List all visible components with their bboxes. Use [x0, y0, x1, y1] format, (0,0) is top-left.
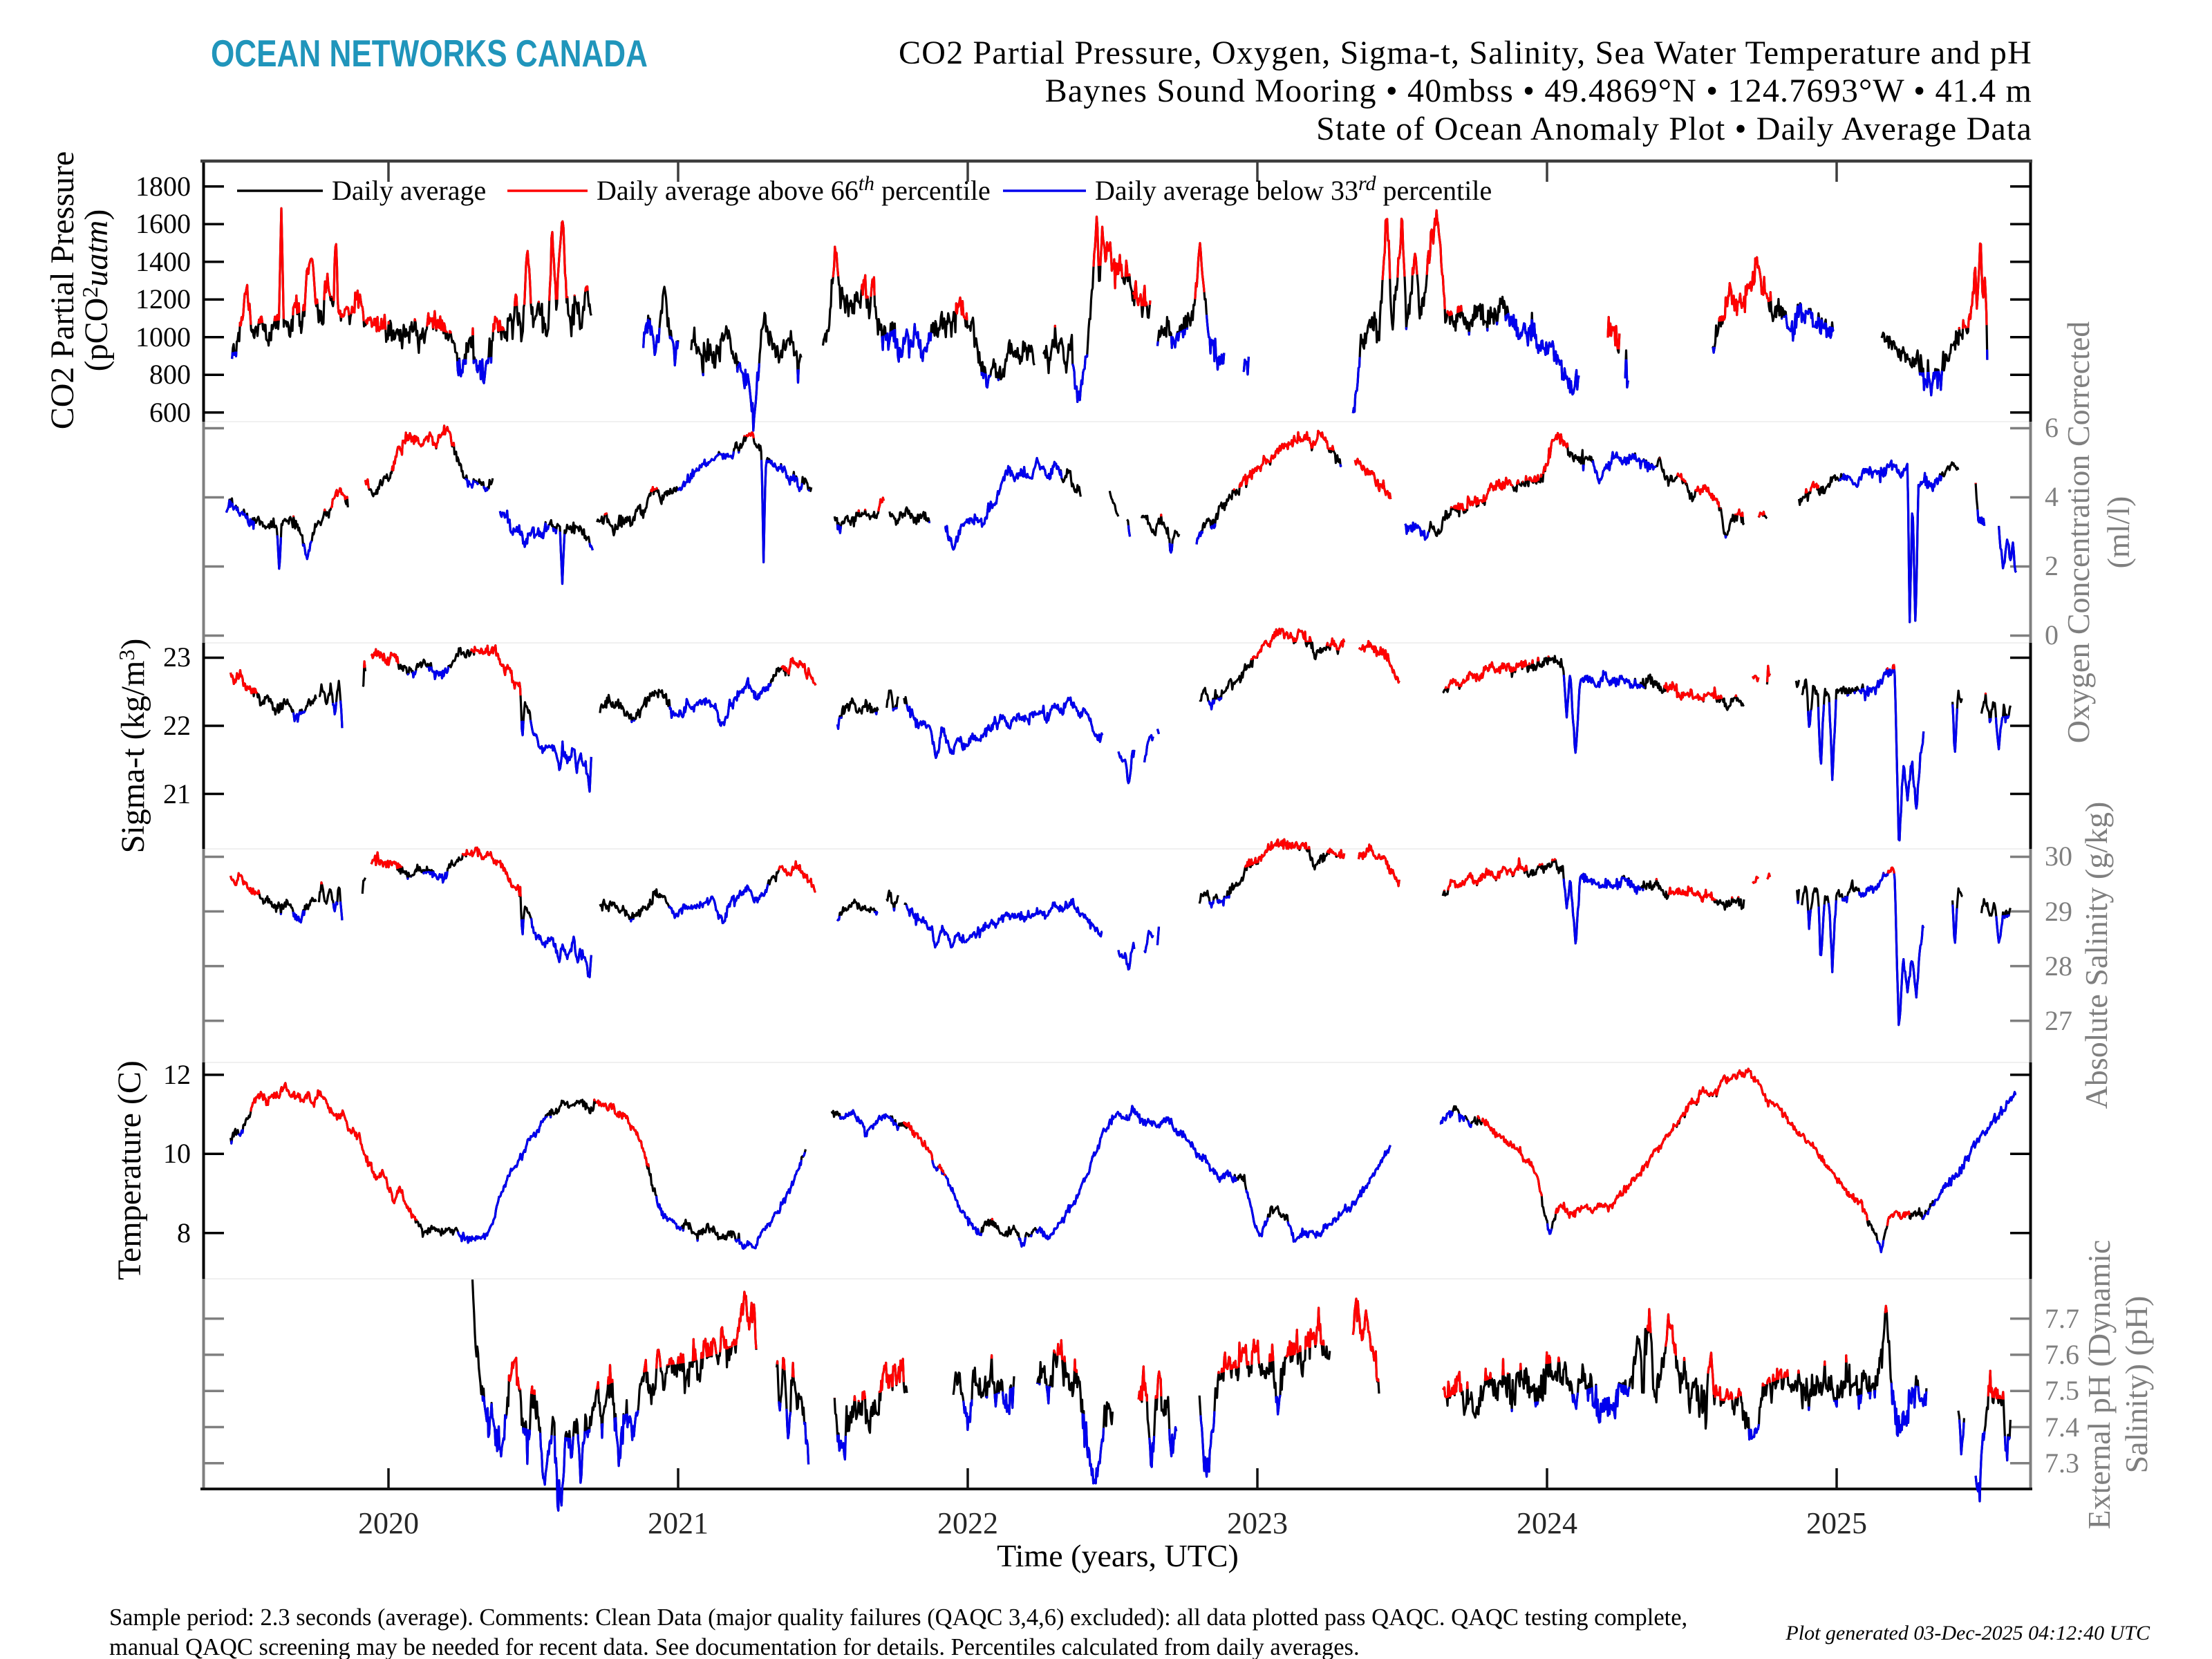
svg-text:21: 21 [163, 778, 191, 809]
svg-text:7.7: 7.7 [2045, 1303, 2079, 1334]
svg-text:7.4: 7.4 [2045, 1412, 2079, 1443]
svg-text:manual QAQC screening may be n: manual QAQC screening may be needed for … [109, 1634, 1360, 1659]
svg-text:External pH (Dynamic: External pH (Dynamic [2081, 1240, 2117, 1530]
svg-text:2023: 2023 [1227, 1506, 1288, 1540]
svg-text:27: 27 [2045, 1005, 2072, 1036]
svg-text:CO2 Partial Pressure, Oxygen,: CO2 Partial Pressure, Oxygen, Sigma-t, S… [899, 35, 2032, 71]
svg-text:7.3: 7.3 [2045, 1447, 2079, 1479]
svg-text:10: 10 [163, 1138, 191, 1169]
svg-text:2: 2 [2045, 550, 2059, 581]
svg-text:Baynes Sound Mooring • 40mbss: Baynes Sound Mooring • 40mbss • 49.4869°… [1045, 73, 2032, 109]
svg-text:Sample period: 2.3 seconds (av: Sample period: 2.3 seconds (average). Co… [109, 1604, 1687, 1631]
svg-text:CO2 Partial Pressure: CO2 Partial Pressure [44, 151, 81, 430]
svg-text:2022: 2022 [937, 1506, 998, 1540]
svg-text:State of Ocean Anomaly Plot •: State of Ocean Anomaly Plot • Daily Aver… [1316, 111, 2032, 147]
svg-text:23: 23 [163, 641, 191, 673]
svg-text:1200: 1200 [135, 283, 191, 315]
svg-text:600: 600 [149, 397, 191, 428]
svg-text:Daily average: Daily average [332, 175, 486, 206]
svg-text:1400: 1400 [135, 246, 191, 277]
svg-text:0: 0 [2045, 619, 2059, 650]
svg-text:2024: 2024 [1517, 1506, 1577, 1540]
svg-text:29: 29 [2045, 896, 2072, 927]
svg-text:7.6: 7.6 [2045, 1339, 2079, 1370]
svg-text:(pCO2uatm): (pCO2uatm) [77, 209, 115, 372]
svg-text:8: 8 [177, 1217, 191, 1248]
svg-text:30: 30 [2045, 841, 2072, 872]
svg-text:6: 6 [2045, 412, 2059, 443]
svg-text:2021: 2021 [648, 1506, 709, 1540]
svg-text:12: 12 [163, 1059, 191, 1090]
svg-text:4: 4 [2045, 481, 2059, 512]
svg-text:Temperature (C): Temperature (C) [111, 1060, 148, 1280]
svg-text:Daily average below 33rd perce: Daily average below 33rd percentile [1095, 172, 1492, 206]
svg-text:7.5: 7.5 [2045, 1375, 2079, 1406]
svg-text:Absolute Salinity (g/kg): Absolute Salinity (g/kg) [2079, 802, 2114, 1109]
svg-text:Time (years, UTC): Time (years, UTC) [997, 1538, 1239, 1573]
svg-text:2020: 2020 [358, 1506, 419, 1540]
svg-text:Daily average above 66th perce: Daily average above 66th percentile [597, 172, 991, 206]
svg-text:Oxygen Concentration Corrected: Oxygen Concentration Corrected [2061, 321, 2096, 744]
svg-text:Sigma-t (kg/m3): Sigma-t (kg/m3) [114, 639, 151, 854]
svg-text:1000: 1000 [135, 321, 191, 353]
svg-text:800: 800 [149, 359, 191, 390]
svg-text:OCEAN NETWORKS CANADA: OCEAN NETWORKS CANADA [211, 32, 648, 75]
svg-text:1600: 1600 [135, 208, 191, 239]
svg-text:Salinity) (pH): Salinity) (pH) [2119, 1296, 2154, 1474]
svg-text:Plot generated 03-Dec-2025 04:: Plot generated 03-Dec-2025 04:12:40 UTC [1785, 1622, 2150, 1644]
svg-text:(ml/l): (ml/l) [2101, 496, 2136, 569]
svg-text:2025: 2025 [1806, 1506, 1867, 1540]
svg-text:1800: 1800 [135, 171, 191, 202]
svg-text:22: 22 [163, 710, 191, 741]
svg-text:28: 28 [2045, 950, 2072, 982]
